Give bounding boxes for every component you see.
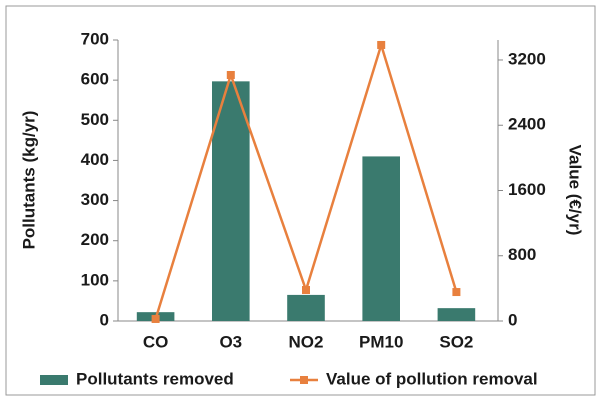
- x-tick-label: PM10: [359, 332, 403, 351]
- y-tick-label: 200: [81, 230, 109, 249]
- x-tick-label: SO2: [439, 332, 473, 351]
- bar: [362, 156, 400, 321]
- bar: [437, 308, 476, 321]
- y2-tick-label: 800: [508, 245, 536, 264]
- line-marker: [452, 288, 461, 297]
- line-marker: [302, 286, 310, 295]
- y-tick-label: 600: [81, 70, 109, 89]
- y2-axis-label: Value (€/yr): [566, 145, 585, 236]
- x-tick-label: NO2: [289, 332, 324, 351]
- frame: [5, 5, 596, 396]
- y-tick-label: 500: [81, 110, 109, 129]
- y-tick-label: 0: [100, 310, 109, 329]
- legend-marker: [300, 376, 308, 384]
- bar: [287, 294, 325, 321]
- y-tick-label: 300: [81, 190, 109, 209]
- y2-tick-label: 3200: [508, 49, 546, 68]
- legend-label: Value of pollution removal: [326, 369, 538, 388]
- y2-tick-label: 0: [508, 310, 517, 329]
- line-marker: [377, 40, 386, 49]
- line-marker: [151, 314, 160, 323]
- y2-tick-label: 2400: [508, 115, 546, 134]
- line: [154, 40, 458, 320]
- bar: [212, 81, 250, 322]
- x-tick-label: O3: [219, 332, 242, 351]
- y-tick-label: 100: [81, 270, 109, 289]
- x-tick-label: CO: [143, 332, 169, 351]
- legend-swatch: [40, 375, 68, 385]
- line-marker: [226, 70, 235, 79]
- y-tick-label: 400: [81, 150, 109, 169]
- legend-label: Pollutants removed: [76, 369, 234, 388]
- y2-tick-label: 1600: [508, 180, 546, 199]
- y-tick-label: 700: [81, 29, 109, 48]
- y-axis-label: Pollutants (kg/yr): [19, 111, 38, 250]
